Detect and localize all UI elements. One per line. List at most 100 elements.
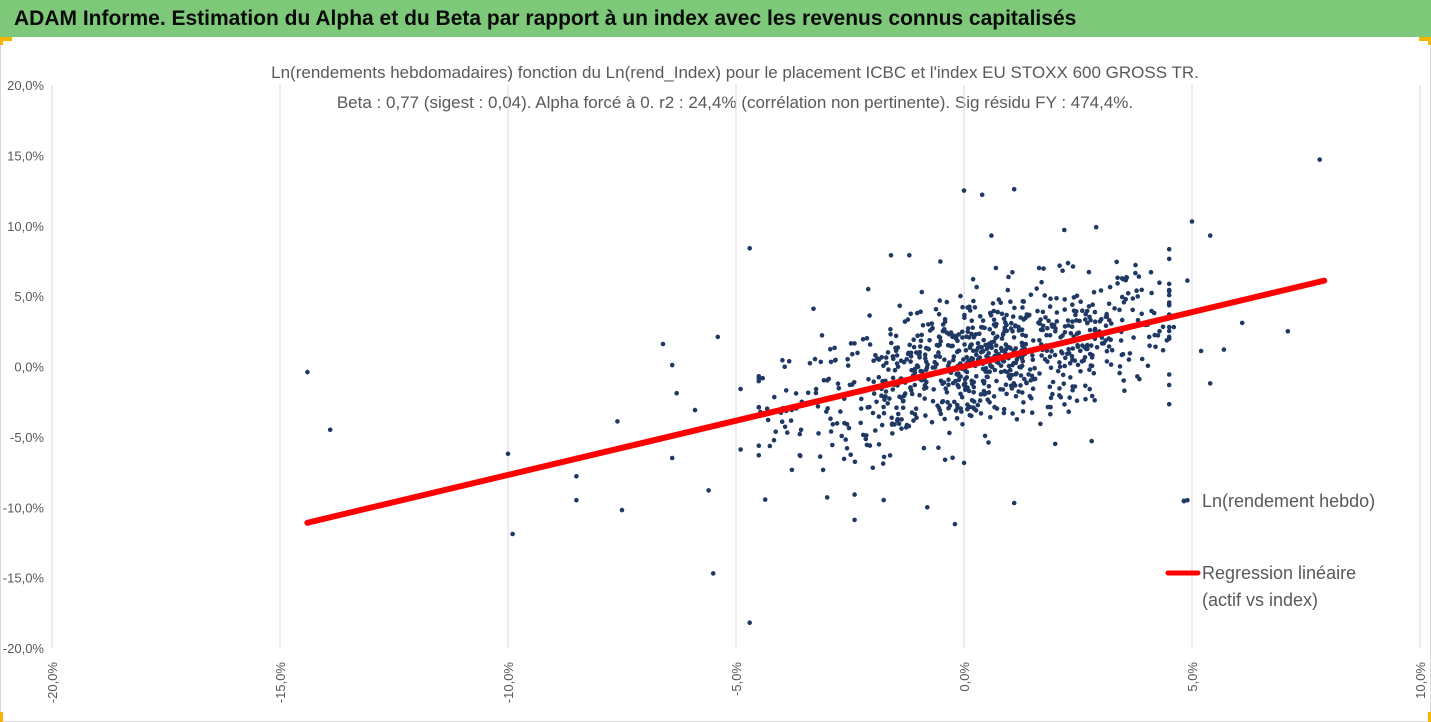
- scatter-point: [922, 352, 928, 358]
- scatter-point: [871, 358, 876, 364]
- scatter-point: [861, 432, 866, 438]
- scatter-point: [960, 304, 965, 310]
- scatter-point: [327, 427, 333, 433]
- scatter-point: [1070, 302, 1075, 308]
- chart-title: Ln(rendements hebdomadaires) fonction du…: [271, 63, 1199, 82]
- scatter-point: [962, 387, 968, 393]
- scatter-point: [850, 351, 855, 357]
- scatter-point: [1001, 406, 1007, 412]
- scatter-point: [1072, 384, 1078, 389]
- scatter-point: [991, 394, 997, 399]
- scatter-point: [951, 357, 956, 363]
- scatter-point: [1011, 360, 1016, 366]
- scatter-point: [1120, 351, 1126, 357]
- scatter-point: [1040, 323, 1046, 329]
- scatter-point: [1151, 310, 1157, 316]
- scatter-point: [1041, 266, 1046, 271]
- scatter-point: [747, 620, 752, 625]
- scatter-point: [1001, 316, 1007, 322]
- scatter-point: [1066, 323, 1071, 328]
- scatter-point: [962, 383, 968, 389]
- scatter-point: [1092, 398, 1097, 403]
- scatter-point: [912, 382, 918, 388]
- scatter-point: [1000, 332, 1006, 338]
- scatter-point: [983, 366, 989, 371]
- y-tick-label: 0,0%: [14, 360, 44, 375]
- legend-label-scatter: Ln(rendement hebdo): [1202, 491, 1376, 511]
- scatter-point: [1054, 319, 1060, 324]
- scatter-point: [832, 345, 837, 351]
- scatter-point: [1083, 311, 1088, 317]
- scatter-point: [1092, 309, 1098, 315]
- scatter-point: [879, 422, 885, 428]
- scatter-point: [950, 380, 956, 386]
- regression-line-group: [304, 277, 1328, 526]
- scatter-point: [1006, 373, 1011, 379]
- scatter-point: [738, 447, 743, 452]
- scatter-point: [1038, 327, 1044, 333]
- scatter-point: [1047, 384, 1053, 390]
- scatter-point: [1153, 344, 1158, 350]
- scatter-point: [1057, 364, 1063, 370]
- scatter-point: [998, 363, 1004, 369]
- scatter-point: [1081, 358, 1087, 363]
- scatter-point: [852, 492, 857, 497]
- scatter-point: [1040, 309, 1046, 315]
- scatter-points: [305, 157, 1322, 625]
- scatter-point: [812, 356, 818, 362]
- scatter-point: [1093, 224, 1099, 230]
- scatter-point: [890, 431, 895, 436]
- scatter-point: [956, 332, 962, 337]
- scatter-point: [828, 359, 834, 365]
- scatter-point: [1087, 386, 1092, 392]
- scatter-point: [955, 338, 960, 344]
- corner-mark-top-right-vertical: [1428, 37, 1431, 45]
- scatter-point: [1149, 290, 1154, 296]
- scatter-point: [1016, 389, 1021, 394]
- scatter-point: [510, 531, 515, 537]
- scatter-point: [998, 300, 1003, 306]
- scatter-point: [789, 467, 795, 473]
- scatter-point: [1009, 320, 1014, 326]
- scatter-point: [1104, 359, 1110, 364]
- scatter-point: [574, 474, 579, 479]
- scatter-point: [1075, 362, 1081, 368]
- scatter-point: [1078, 299, 1083, 305]
- scatter-point: [923, 356, 928, 361]
- scatter-point: [1048, 365, 1054, 371]
- scatter-point: [974, 352, 979, 358]
- scatter-point: [1088, 343, 1094, 348]
- scatter-point: [1062, 307, 1067, 312]
- scatter-point: [964, 354, 969, 360]
- scatter-point: [1085, 320, 1090, 326]
- scatter-point: [1083, 383, 1088, 389]
- scatter-point: [977, 331, 982, 337]
- scatter-point: [1010, 411, 1015, 416]
- scatter-point: [876, 414, 882, 419]
- scatter-point: [1020, 390, 1025, 395]
- scatter-point: [813, 386, 819, 392]
- scatter-point: [1018, 373, 1024, 378]
- scatter-point: [968, 343, 973, 349]
- scatter-point: [911, 337, 916, 343]
- scatter-point: [1007, 345, 1012, 350]
- scatter-point: [1166, 288, 1172, 294]
- scatter-point: [913, 406, 919, 412]
- scatter-point: [756, 405, 762, 410]
- scatter-point: [914, 350, 919, 355]
- scatter-point: [710, 571, 716, 576]
- scatter-point: [1239, 320, 1245, 326]
- scatter-point: [1013, 394, 1019, 399]
- scatter-point: [1042, 357, 1048, 362]
- scatter-point: [992, 404, 997, 410]
- scatter-point: [1039, 353, 1044, 358]
- scatter-point: [930, 365, 936, 370]
- scatter-point: [988, 362, 993, 368]
- y-tick-label: 15,0%: [7, 148, 44, 163]
- x-axis-tick-labels: -20,0% -15,0% -10,0% -5,0% 0,0% 5,0% 10,0%: [45, 662, 1428, 704]
- scatter-point: [1166, 256, 1172, 262]
- scatter-point: [1166, 246, 1172, 252]
- scatter-point: [938, 259, 943, 264]
- scatter-point: [947, 430, 952, 436]
- scatter-point: [866, 377, 871, 382]
